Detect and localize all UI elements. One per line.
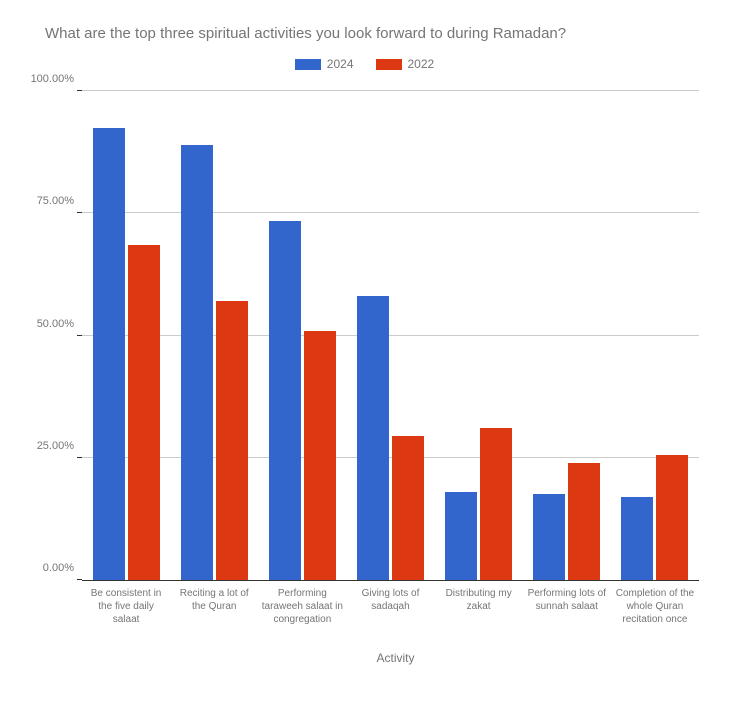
bar — [533, 494, 565, 580]
chart-title: What are the top three spiritual activit… — [45, 25, 709, 42]
x-labels: Be consistent in the five daily salaatRe… — [82, 581, 699, 626]
category-group — [346, 91, 434, 580]
legend-label-2024: 2024 — [327, 57, 354, 71]
bar — [357, 296, 389, 580]
x-label: Reciting a lot of the Quran — [170, 581, 258, 626]
x-label: Performing lots of sunnah salaat — [523, 581, 611, 626]
y-tick-label: 25.00% — [37, 440, 82, 452]
category-group — [435, 91, 523, 580]
x-label: Be consistent in the five daily salaat — [82, 581, 170, 626]
bar — [93, 128, 125, 580]
legend-item-2024: 2024 — [295, 57, 354, 71]
legend-item-2022: 2022 — [376, 57, 435, 71]
legend: 2024 2022 — [20, 57, 709, 71]
x-axis-title: Activity — [82, 651, 709, 665]
chart-container: What are the top three spiritual activit… — [0, 0, 739, 722]
bar — [392, 436, 424, 580]
plot-area: 0.00%25.00%50.00%75.00%100.00% — [82, 91, 699, 581]
y-tick-label: 0.00% — [43, 562, 82, 574]
bar — [216, 301, 248, 580]
category-group — [611, 91, 699, 580]
bar — [128, 245, 160, 580]
x-label: Completion of the whole Quran recitation… — [611, 581, 699, 626]
bar — [621, 497, 653, 580]
bar — [656, 455, 688, 580]
y-tick-label: 100.00% — [31, 73, 82, 85]
x-label: Distributing my zakat — [435, 581, 523, 626]
legend-swatch-2024 — [295, 59, 321, 70]
y-tick-label: 75.00% — [37, 195, 82, 207]
bar — [304, 331, 336, 580]
x-label: Giving lots of sadaqah — [346, 581, 434, 626]
bar — [181, 145, 213, 580]
legend-label-2022: 2022 — [408, 57, 435, 71]
bar — [269, 221, 301, 580]
y-tick-label: 50.00% — [37, 318, 82, 330]
category-group — [258, 91, 346, 580]
bar — [480, 428, 512, 580]
bar — [445, 492, 477, 580]
bar — [568, 463, 600, 580]
legend-swatch-2022 — [376, 59, 402, 70]
bars-row — [82, 91, 699, 580]
category-group — [523, 91, 611, 580]
category-group — [170, 91, 258, 580]
x-label: Performing taraweeh salaat in congregati… — [258, 581, 346, 626]
category-group — [82, 91, 170, 580]
